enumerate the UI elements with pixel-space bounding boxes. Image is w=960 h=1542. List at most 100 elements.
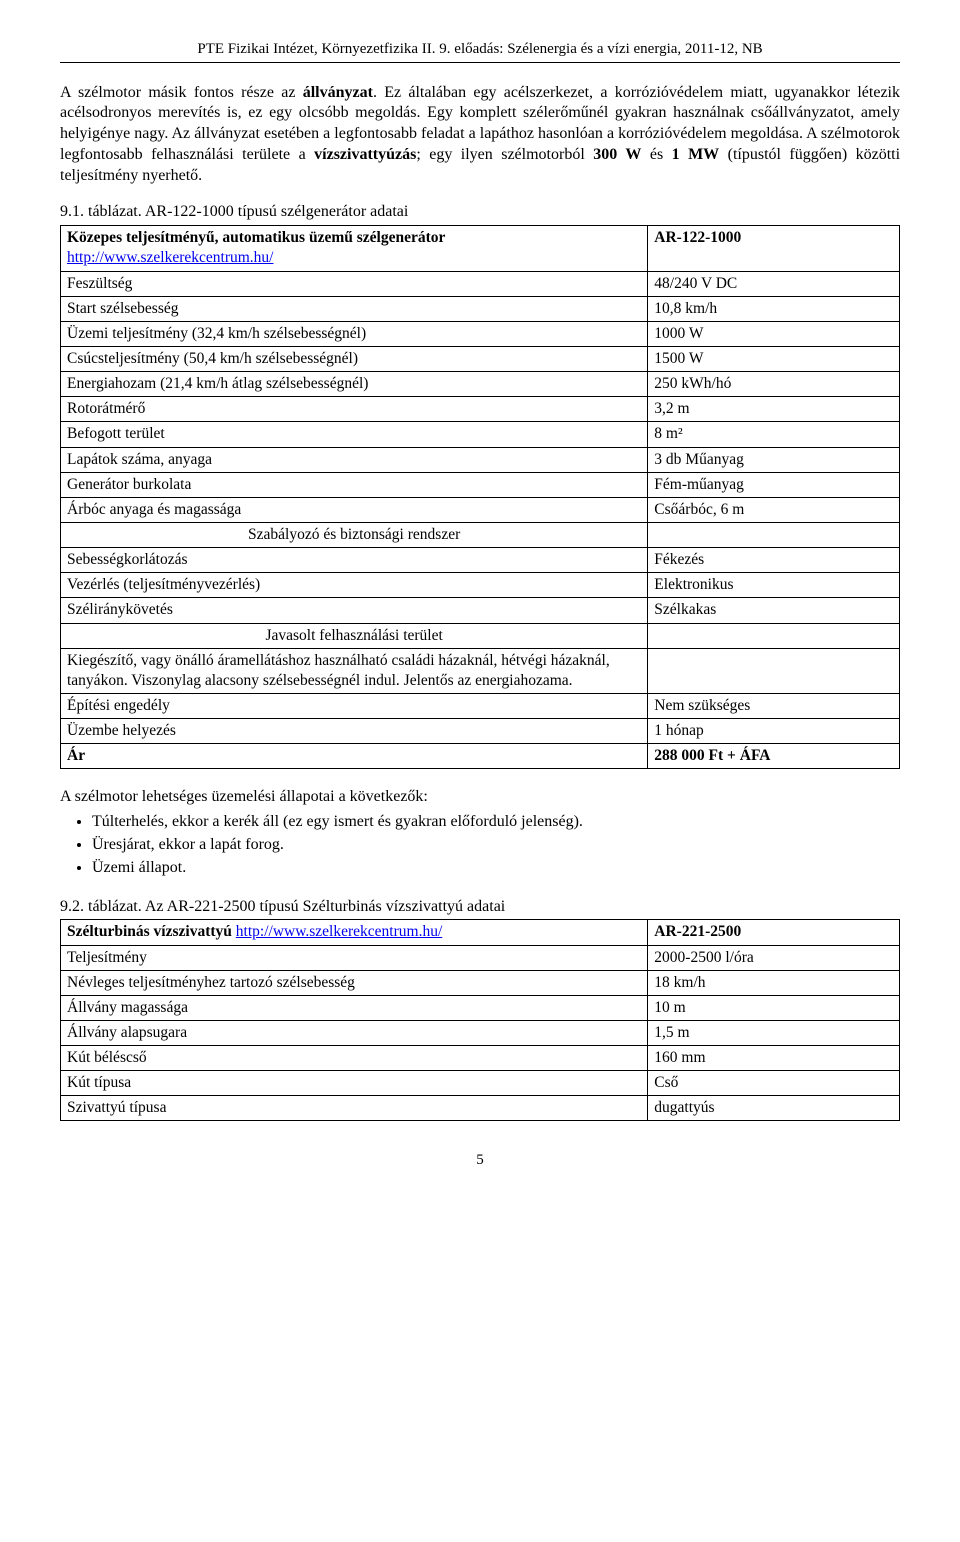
table-cell-right: dugattyús (648, 1096, 900, 1121)
table-cell-right: 288 000 Ft + ÁFA (648, 744, 900, 769)
table-row: Árbóc anyaga és magasságaCsőárbóc, 6 m (61, 497, 900, 522)
list-item: Üresjárat, ekkor a lapát forog. (92, 835, 900, 856)
table-cell-right: 48/240 V DC (648, 271, 900, 296)
header-bold: Szélturbinás vízszivattyú (67, 923, 236, 940)
table-cell-right: 10,8 km/h (648, 296, 900, 321)
page-header: PTE Fizikai Intézet, Környezetfizika II.… (60, 40, 900, 63)
paragraph-2: A szélmotor lehetséges üzemelési állapot… (60, 787, 900, 808)
table-cell-left: Kút béléscső (61, 1046, 648, 1071)
text: ; egy ilyen szélmotorból (416, 146, 593, 163)
text-bold: vízszivattyúzás (314, 146, 416, 163)
text-bold: 300 W (593, 146, 641, 163)
table-cell-right: Nem szükséges (648, 693, 900, 718)
table-cell-left: Kút típusa (61, 1071, 648, 1096)
table-row: Állvány magassága10 m (61, 995, 900, 1020)
text-bold: 1 MW (672, 146, 720, 163)
table-cell-left: Üzemi teljesítmény (32,4 km/h szélsebess… (61, 321, 648, 346)
list-item: Túlterhelés, ekkor a kerék áll (ez egy i… (92, 812, 900, 833)
table-header-row: Közepes teljesítményű, automatikus üzemű… (61, 226, 900, 271)
table-cell-left: Teljesítmény (61, 945, 648, 970)
section-empty (648, 623, 900, 648)
table-cell-right: 8 m² (648, 422, 900, 447)
list-item: Üzemi állapot. (92, 858, 900, 879)
bullet-list: Túlterhelés, ekkor a kerék áll (ez egy i… (60, 812, 900, 878)
table-row: Rotorátmérő3,2 m (61, 397, 900, 422)
table-cell-right: Elektronikus (648, 573, 900, 598)
table-cell-left: Állvány alapsugara (61, 1020, 648, 1045)
table-row: Kút béléscső160 mm (61, 1046, 900, 1071)
text: A szélmotor másik fontos része az (60, 84, 303, 101)
table-section-row: Szabályozó és biztonsági rendszer (61, 522, 900, 547)
table-cell-right: Cső (648, 1071, 900, 1096)
text: és (641, 146, 671, 163)
table-cell-left: Állvány magassága (61, 995, 648, 1020)
table-row: Állvány alapsugara1,5 m (61, 1020, 900, 1045)
table-cell-right: Szélkakas (648, 598, 900, 623)
paragraph-1: A szélmotor másik fontos része az állván… (60, 83, 900, 187)
page-number: 5 (60, 1151, 900, 1171)
table-cell-right: 10 m (648, 995, 900, 1020)
table-row: SzéliránykövetésSzélkakas (61, 598, 900, 623)
table-2: Szélturbinás vízszivattyú http://www.sze… (60, 919, 900, 1121)
table-1: Közepes teljesítményű, automatikus üzemű… (60, 225, 900, 769)
table-cell-left: Ár (61, 744, 648, 769)
table-header-right: AR-122-1000 (648, 226, 900, 271)
table-row: Lapátok száma, anyaga3 db Műanyag (61, 447, 900, 472)
table-cell-right: 1000 W (648, 321, 900, 346)
table-cell-left: Vezérlés (teljesítményvezérlés) (61, 573, 648, 598)
table-row: Generátor burkolataFém-műanyag (61, 472, 900, 497)
table-section-row: Javasolt felhasználási terület (61, 623, 900, 648)
table-row: Ár288 000 Ft + ÁFA (61, 744, 900, 769)
table-row: Csúcsteljesítmény (50,4 km/h szélsebessé… (61, 346, 900, 371)
table-cell-left: Befogott terület (61, 422, 648, 447)
table-cell-right: 3,2 m (648, 397, 900, 422)
table-row: Kiegészítő, vagy önálló áramellátáshoz h… (61, 648, 900, 693)
table-header-left: Közepes teljesítményű, automatikus üzemű… (61, 226, 648, 271)
table-cell-left: Építési engedély (61, 693, 648, 718)
table-cell-left: Névleges teljesítményhez tartozó szélseb… (61, 970, 648, 995)
table-cell-left: Rotorátmérő (61, 397, 648, 422)
table-cell-right (648, 648, 900, 693)
table-row: Kút típusaCső (61, 1071, 900, 1096)
table-cell-right: 2000-2500 l/óra (648, 945, 900, 970)
table-cell-right: Fém-műanyag (648, 472, 900, 497)
section-label: Javasolt felhasználási terület (61, 623, 648, 648)
table-row: Start szélsebesség10,8 km/h (61, 296, 900, 321)
table-cell-left: Kiegészítő, vagy önálló áramellátáshoz h… (61, 648, 648, 693)
table-row: Feszültség48/240 V DC (61, 271, 900, 296)
table-header-left: Szélturbinás vízszivattyú http://www.sze… (61, 920, 648, 945)
table-header-row: Szélturbinás vízszivattyú http://www.sze… (61, 920, 900, 945)
table-row: Befogott terület8 m² (61, 422, 900, 447)
table-cell-right: 3 db Műanyag (648, 447, 900, 472)
table-cell-left: Szivattyú típusa (61, 1096, 648, 1121)
table-cell-left: Start szélsebesség (61, 296, 648, 321)
section-label: Szabályozó és biztonsági rendszer (61, 522, 648, 547)
table-cell-left: Széliránykövetés (61, 598, 648, 623)
table-cell-left: Sebességkorlátozás (61, 548, 648, 573)
table2-caption: 9.2. táblázat. Az AR-221-2500 típusú Szé… (60, 897, 900, 918)
table-row: Vezérlés (teljesítményvezérlés)Elektroni… (61, 573, 900, 598)
table-row: Üzemi teljesítmény (32,4 km/h szélsebess… (61, 321, 900, 346)
table-row: Szivattyú típusadugattyús (61, 1096, 900, 1121)
text-bold: állványzat (303, 84, 373, 101)
table-header-right: AR-221-2500 (648, 920, 900, 945)
table-cell-right: 1,5 m (648, 1020, 900, 1045)
table-row: Építési engedélyNem szükséges (61, 693, 900, 718)
table-cell-left: Csúcsteljesítmény (50,4 km/h szélsebessé… (61, 346, 648, 371)
table-cell-left: Generátor burkolata (61, 472, 648, 497)
table-cell-left: Árbóc anyaga és magassága (61, 497, 648, 522)
table-cell-right: 160 mm (648, 1046, 900, 1071)
header-link[interactable]: http://www.szelkerekcentrum.hu/ (236, 923, 442, 940)
header-link[interactable]: http://www.szelkerekcentrum.hu/ (67, 249, 273, 266)
table1-caption: 9.1. táblázat. AR-122-1000 típusú szélge… (60, 202, 900, 223)
header-bold: Közepes teljesítményű, automatikus üzemű… (67, 229, 445, 246)
table-row: SebességkorlátozásFékezés (61, 548, 900, 573)
table-cell-right: 1 hónap (648, 719, 900, 744)
table-cell-left: Feszültség (61, 271, 648, 296)
table-cell-right: 250 kWh/hó (648, 372, 900, 397)
table-cell-right: Csőárbóc, 6 m (648, 497, 900, 522)
table-cell-right: 1500 W (648, 346, 900, 371)
table-cell-left: Lapátok száma, anyaga (61, 447, 648, 472)
table-row: Névleges teljesítményhez tartozó szélseb… (61, 970, 900, 995)
table-cell-right: Fékezés (648, 548, 900, 573)
